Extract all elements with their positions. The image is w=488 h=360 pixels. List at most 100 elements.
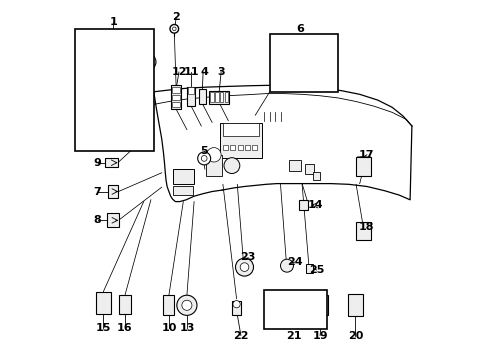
Circle shape [107,105,122,119]
Bar [173,186,193,195]
Circle shape [201,156,206,161]
Bar [163,295,174,315]
Text: 18: 18 [358,222,374,232]
Circle shape [78,55,100,76]
Bar [299,66,307,75]
Text: 13: 13 [179,323,194,333]
Circle shape [172,27,176,31]
Bar [223,123,258,136]
Text: 15: 15 [96,323,111,333]
Bar [107,185,118,198]
Bar [188,87,194,94]
Text: 17: 17 [358,150,374,160]
Circle shape [273,52,294,74]
Bar [172,95,180,100]
Circle shape [278,58,289,68]
Bar [299,200,308,210]
Circle shape [104,60,115,71]
Circle shape [170,24,178,33]
Text: 8: 8 [94,215,102,225]
Circle shape [224,158,239,174]
Bar [321,66,329,75]
Circle shape [99,55,120,76]
Bar [105,158,117,167]
Circle shape [235,258,253,276]
Circle shape [78,98,105,126]
Bar [230,145,235,150]
Text: 12: 12 [171,67,186,77]
Text: 6: 6 [296,24,304,34]
Text: 5: 5 [200,146,207,156]
Circle shape [125,58,136,69]
Text: 2: 2 [172,12,180,22]
Text: 11: 11 [183,67,199,77]
Text: 4: 4 [200,67,208,77]
Text: 23: 23 [240,252,255,262]
Bar [355,222,370,240]
Bar [304,164,313,174]
Text: 22: 22 [233,330,248,341]
Bar [321,51,329,61]
Bar [187,86,195,107]
Text: 9: 9 [94,158,102,168]
Bar [251,145,257,150]
Bar [244,145,249,150]
Bar [220,123,261,158]
Bar [355,157,370,176]
Bar [288,160,301,171]
Bar [215,92,218,102]
Text: 1: 1 [109,17,117,27]
Circle shape [135,108,143,116]
Bar [199,89,205,104]
Text: 21: 21 [286,330,301,341]
Bar [210,92,213,102]
Bar [269,34,337,92]
Text: 10: 10 [161,323,176,333]
Bar [347,294,362,316]
Bar [119,295,130,314]
Bar [305,264,312,273]
Circle shape [232,301,240,308]
Text: 24: 24 [286,257,302,267]
Bar [223,145,228,150]
Text: 16: 16 [117,323,133,333]
Circle shape [182,300,192,310]
Bar [224,92,228,102]
Bar [172,87,180,93]
Bar [75,29,153,151]
Bar [205,155,222,176]
Bar [232,301,241,315]
Bar [290,298,301,321]
Circle shape [280,259,293,272]
Bar [310,66,318,75]
Bar [172,102,180,107]
Text: 7: 7 [94,186,102,197]
Text: 19: 19 [312,330,327,341]
Bar [96,292,111,314]
Bar [312,172,320,180]
Circle shape [270,84,276,89]
Circle shape [270,37,276,42]
Circle shape [240,263,248,271]
Text: 20: 20 [347,330,362,341]
Circle shape [101,98,128,126]
Circle shape [84,105,99,119]
Circle shape [139,53,156,71]
Bar [237,145,242,150]
Bar [172,169,194,184]
Circle shape [177,295,197,315]
Text: 14: 14 [307,200,323,210]
Bar [220,92,223,102]
Circle shape [197,152,210,165]
Text: 25: 25 [308,265,324,275]
Bar [269,298,280,321]
Circle shape [120,53,142,75]
Bar [79,46,147,50]
Text: 3: 3 [217,67,224,77]
Bar [299,51,307,61]
Circle shape [83,60,94,71]
Bar [171,85,181,109]
Bar [310,298,321,321]
Bar [317,295,327,315]
Bar [209,91,229,104]
